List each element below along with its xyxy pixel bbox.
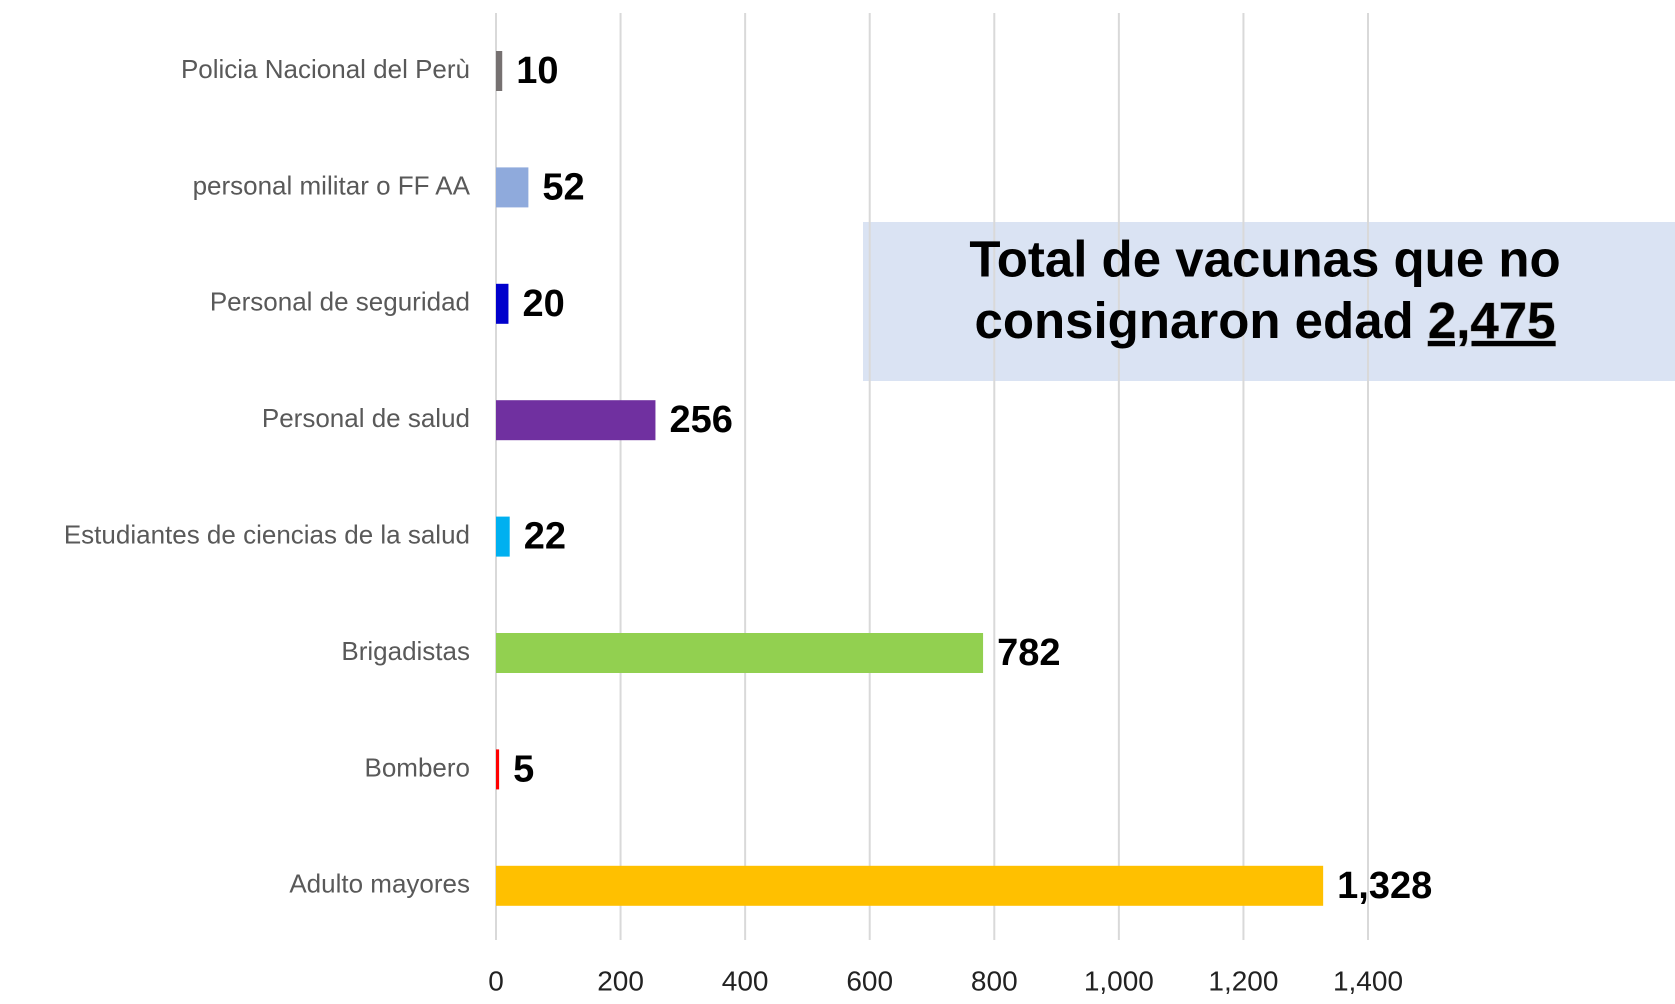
annotation-text: consignaron edad: [974, 292, 1413, 349]
bar: [496, 283, 509, 324]
value-label: 782: [997, 632, 1060, 674]
value-label: 52: [542, 166, 584, 208]
value-label: 256: [669, 399, 732, 441]
bar: [496, 400, 656, 441]
x-tick-label: 600: [846, 965, 893, 996]
category-label: Brigadistas: [341, 636, 470, 666]
value-label: 20: [522, 283, 564, 325]
annotation-line: consignaron edad 2,475: [974, 292, 1555, 349]
bar: [496, 633, 984, 673]
x-tick-label: 1,000: [1084, 965, 1154, 996]
value-label: 5: [513, 748, 534, 790]
category-label: Personal de seguridad: [210, 287, 470, 317]
value-label: 1,328: [1337, 865, 1432, 907]
category-label: Bombero: [365, 752, 471, 782]
bar: [496, 749, 500, 790]
bar: [496, 516, 510, 557]
annotation-total: 2,475: [1428, 292, 1556, 349]
category-label: Personal de salud: [262, 403, 470, 433]
x-tick-label: 200: [597, 965, 644, 996]
annotation-box: [863, 222, 1675, 381]
x-tick-label: 400: [722, 965, 769, 996]
category-label: Estudiantes de ciencias de la salud: [64, 519, 470, 549]
category-label: Policia Nacional del Perù: [181, 54, 470, 84]
value-label: 10: [516, 50, 558, 92]
value-label: 22: [524, 516, 566, 558]
category-label: personal militar o FF AA: [193, 170, 471, 200]
bar: [496, 51, 503, 91]
x-tick-label: 0: [488, 965, 504, 996]
x-tick-label: 1,200: [1208, 965, 1278, 996]
x-tick-label: 1,400: [1333, 965, 1403, 996]
bar: [496, 865, 1324, 906]
category-label: Adulto mayores: [289, 869, 470, 899]
annotation-line: Total de vacunas que no: [969, 230, 1560, 287]
bar: [496, 167, 529, 208]
x-tick-label: 800: [971, 965, 1018, 996]
